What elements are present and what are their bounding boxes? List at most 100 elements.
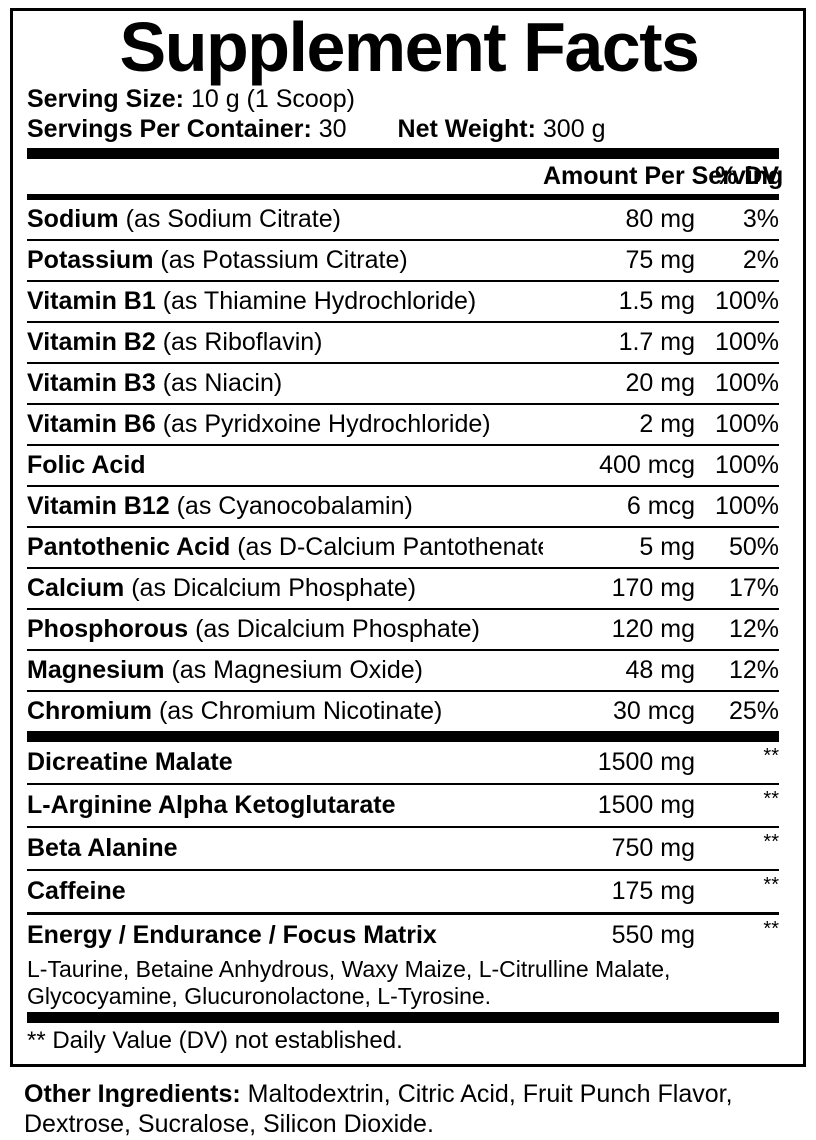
nutrient-dv: 25% xyxy=(728,696,779,725)
nutrient-dv: 17% xyxy=(728,573,779,602)
table-row: Folic Acid 400 mcg 100% xyxy=(27,446,791,485)
nutrient-amount: 400 mcg xyxy=(599,450,695,479)
nutrient-name: Calcium xyxy=(27,573,125,602)
matrix-sub-ingredients-row: L-Taurine, Betaine Anhydrous, Waxy Maize… xyxy=(27,956,791,1010)
nutrient-source: (as Dicalcium Phosphate) xyxy=(195,614,480,643)
nutrient-source: (as Sodium Citrate) xyxy=(125,204,341,233)
matrix-sub-ingredients: L-Taurine, Betaine Anhydrous, Waxy Maize… xyxy=(27,955,671,1009)
nutrient-name: Potassium xyxy=(27,245,154,274)
blend-amount: 175 mg xyxy=(611,876,695,905)
rule-above-footnote xyxy=(27,1011,779,1023)
net-weight-group: Net Weight: 300 g xyxy=(398,114,606,145)
nutrient-name: Vitamin B2 xyxy=(27,327,156,356)
nutrient-dv: 100% xyxy=(715,286,779,315)
nutrient-source: (as Potassium Citrate) xyxy=(160,245,408,274)
nutrient-dv: 2% xyxy=(742,245,779,274)
nutrient-name: Pantothenic Acid xyxy=(27,532,231,561)
rule-below-column-headers xyxy=(27,193,791,200)
serving-size-value: 10 g (1 Scoop) xyxy=(190,84,355,113)
nutrient-amount: 170 mg xyxy=(611,573,695,602)
blend-amount: 1500 mg xyxy=(597,747,695,776)
blend-name: Energy / Endurance / Focus Matrix xyxy=(27,920,437,949)
nutrient-amount: 48 mg xyxy=(625,655,695,684)
nutrient-source: (as Magnesium Oxide) xyxy=(171,655,423,684)
nutrient-source: (as Chromium Nicotinate) xyxy=(158,696,443,725)
nutrient-amount: 80 mg xyxy=(625,204,695,233)
daily-value-footnote: ** Daily Value (DV) not established. xyxy=(27,1026,403,1054)
nutrient-amount: 75 mg xyxy=(625,245,695,274)
servings-per-container-line: Servings Per Container: 30 Net Weight: 3… xyxy=(27,114,791,145)
nutrient-source: (as Thiamine Hydrochloride) xyxy=(162,286,477,315)
nutrient-dv: 12% xyxy=(728,655,779,684)
rule-below-serving-info xyxy=(27,147,779,159)
nutrient-name: Chromium xyxy=(27,696,152,725)
row-separator xyxy=(27,402,791,405)
other-ingredients-text: Maltodextrin, Citric Acid, Fruit Punch F… xyxy=(24,1079,733,1139)
nutrient-name: Magnesium xyxy=(27,655,165,684)
other-ingredients-label: Other Ingredients: xyxy=(24,1079,241,1108)
nutrient-source: (as Niacin) xyxy=(162,368,283,397)
net-weight-value: 300 g xyxy=(542,115,606,144)
nutrition-table: Amount Per Serving % DV Sodium (as Sodiu… xyxy=(27,159,791,1010)
blend-name: Caffeine xyxy=(27,876,126,905)
header-amount-per-serving: Amount Per Serving xyxy=(543,161,784,190)
nutrient-dv: 3% xyxy=(742,204,779,233)
table-row: Phosphorous (as Dicalcium Phosphate) 120… xyxy=(27,610,791,649)
row-separator xyxy=(27,279,791,282)
table-row: Vitamin B12 (as Cyanocobalamin) 6 mcg 10… xyxy=(27,487,791,526)
nutrient-dv: 100% xyxy=(715,491,779,520)
nutrient-amount: 5 mg xyxy=(639,532,695,561)
row-separator xyxy=(27,868,791,871)
table-header-row: Amount Per Serving % DV xyxy=(27,159,791,194)
nutrient-source: (as D-Calcium Pantothenate) xyxy=(237,532,543,561)
row-separator xyxy=(27,238,791,241)
nutrition-table-body: Amount Per Serving % DV Sodium (as Sodiu… xyxy=(27,159,791,1010)
blend-dv: ** xyxy=(763,873,779,896)
row-separator xyxy=(27,361,791,364)
nutrient-dv: 100% xyxy=(715,327,779,356)
row-separator xyxy=(27,607,791,610)
table-row: Vitamin B2 (as Riboflavin) 1.7 mg 100% xyxy=(27,323,791,362)
servings-per-container-label: Servings Per Container: xyxy=(27,115,312,144)
servings-per-container-value: 30 xyxy=(318,115,347,144)
nutrient-amount: 1.5 mg xyxy=(618,286,695,315)
blend-name: Beta Alanine xyxy=(27,833,178,862)
panel-title: Supplement Facts xyxy=(119,8,700,86)
nutrient-dv: 100% xyxy=(715,409,779,438)
nutrient-amount: 1.7 mg xyxy=(618,327,695,356)
table-row: Caffeine 175 mg ** xyxy=(27,871,791,912)
nutrient-dv: 100% xyxy=(715,450,779,479)
row-separator xyxy=(27,911,791,915)
table-row: L-Arginine Alpha Ketoglutarate 1500 mg *… xyxy=(27,785,791,826)
nutrient-amount: 6 mcg xyxy=(626,491,695,520)
nutrient-name: Sodium xyxy=(27,204,119,233)
row-separator xyxy=(27,782,791,785)
header-percent-dv: % DV xyxy=(715,161,779,190)
nutrient-amount: 2 mg xyxy=(639,409,695,438)
blend-amount: 1500 mg xyxy=(597,790,695,819)
nutrient-name: Vitamin B1 xyxy=(27,286,156,315)
serving-information: Serving Size: 10 g (1 Scoop) Servings Pe… xyxy=(27,84,791,145)
row-separator xyxy=(27,648,791,651)
supplement-facts-panel: Supplement Facts Serving Size: 10 g (1 S… xyxy=(10,8,806,1067)
blend-name: Dicreatine Malate xyxy=(27,747,233,776)
table-row: Sodium (as Sodium Citrate) 80 mg 3% xyxy=(27,200,791,239)
nutrient-name: Phosphorous xyxy=(27,614,189,643)
header-spacer xyxy=(27,159,543,194)
nutrient-source: (as Riboflavin) xyxy=(162,327,323,356)
blend-amount: 750 mg xyxy=(611,833,695,862)
row-separator xyxy=(27,825,791,828)
row-separator xyxy=(27,443,791,446)
nutrient-name: Vitamin B12 xyxy=(27,491,170,520)
row-separator xyxy=(27,566,791,569)
table-row: Magnesium (as Magnesium Oxide) 48 mg 12% xyxy=(27,651,791,690)
serving-size-line: Serving Size: 10 g (1 Scoop) xyxy=(27,84,791,115)
nutrient-amount: 120 mg xyxy=(611,614,695,643)
row-separator xyxy=(27,320,791,323)
row-separator xyxy=(27,689,791,692)
blend-amount: 550 mg xyxy=(611,920,695,949)
table-row: Potassium (as Potassium Citrate) 75 mg 2… xyxy=(27,241,791,280)
nutrient-dv: 50% xyxy=(728,532,779,561)
nutrient-dv: 100% xyxy=(715,368,779,397)
